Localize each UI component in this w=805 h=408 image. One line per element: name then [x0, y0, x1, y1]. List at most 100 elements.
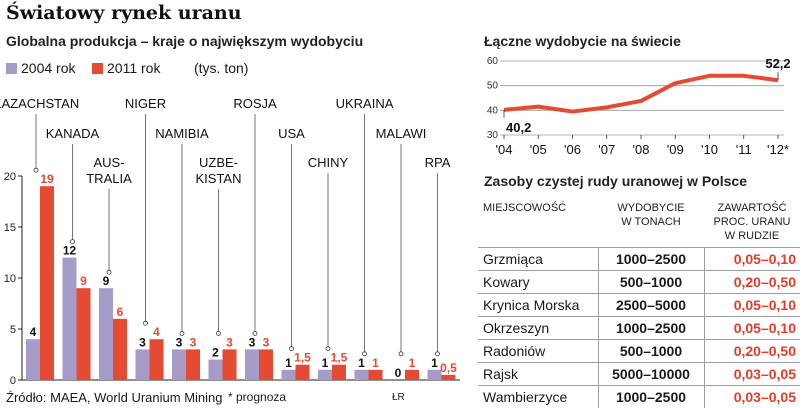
legend-item-2004: 2004 rok	[6, 60, 75, 76]
x-tick-label: '08	[633, 142, 650, 157]
x-tick-label: '07	[598, 142, 615, 157]
table-row: Wambierzyce 1000–2500 0,03–0,05	[478, 385, 800, 408]
value-label-2011: 6	[117, 305, 124, 319]
category-leader-dot	[252, 330, 258, 336]
bar-2004	[62, 257, 77, 380]
bar-2011	[222, 349, 237, 380]
category-label: ROSJA	[233, 96, 277, 111]
header-location: MIEJSCOWOŚĆ	[483, 202, 567, 214]
table-title: Zasoby czystej rudy uranowej w Polsce	[484, 173, 747, 189]
category-label: MALAWI	[376, 126, 427, 141]
category-leader-dot	[70, 239, 75, 245]
line-chart-title: Łączne wydobycie na świecie	[484, 33, 681, 49]
value-label-2004: 0	[395, 366, 402, 380]
x-tick-label: '04	[496, 142, 513, 157]
value-label-2011: 1	[409, 356, 416, 370]
legend-unit: (tys. ton)	[194, 60, 249, 76]
bar-2004	[26, 339, 40, 380]
x-tick-label: '06	[564, 142, 581, 157]
category-leader-dot	[325, 346, 331, 352]
location-cell: Kowary	[478, 270, 598, 294]
header-output: WYDOBYCIE W TONACH	[617, 202, 685, 228]
reserves-table: MIEJSCOWOŚĆ WYDOBYCIE W TONACH ZAWARTOŚĆ P…	[478, 197, 800, 408]
value-label-2004: 12	[63, 244, 77, 258]
table-row: Grzmiąca 1000–2500 0,05–0,10	[478, 247, 800, 271]
location-cell: Rajsk	[478, 362, 598, 386]
table-row: Krynica Morska 2500–5000 0,05–0,10	[478, 293, 800, 317]
value-label-2004: 3	[176, 335, 183, 349]
value-label-2011: 3	[263, 335, 270, 349]
category-label: UZBE-KISTAN	[196, 155, 242, 186]
legend-item-2011: 2011 rok	[92, 60, 160, 76]
bar-2011	[259, 349, 273, 380]
uranium-content-cell: 0,03–0,05	[704, 362, 800, 386]
location-cell: Krynica Morska	[478, 293, 598, 317]
y-tick-label: 50	[487, 81, 499, 92]
bar-2004	[135, 349, 150, 380]
table-row: Okrzeszyn 1000–2500 0,05–0,10	[478, 316, 800, 340]
uranium-content-cell: 0,05–0,10	[704, 247, 800, 271]
category-leader-dot	[179, 330, 185, 336]
location-cell: Wambierzyce	[478, 385, 598, 408]
bar-2011	[441, 374, 456, 380]
author-credit: ŁR	[392, 392, 405, 403]
production-line	[503, 73, 779, 114]
uranium-content-cell: 0,20–0,50	[704, 339, 800, 363]
value-label-2011: 1,5	[331, 351, 348, 365]
category-label: NAMIBIA	[155, 126, 209, 141]
value-label-2004: 1	[431, 356, 438, 370]
category-label: AUS-TRALIA	[86, 155, 132, 186]
uranium-content-cell: 0,05–0,10	[704, 293, 800, 317]
value-label-2011: 3	[190, 335, 197, 349]
bar-2004	[245, 349, 259, 380]
bar-2004	[208, 359, 223, 380]
line-chart: 30 40 50 60 '04 '05 '06 '07 '08 '09 '10 '11 '12* 40,2…	[487, 56, 791, 157]
location-cell: Grzmiąca	[478, 247, 598, 271]
uranium-content-cell: 0,05–0,10	[704, 316, 800, 340]
bar-2011	[332, 364, 346, 380]
bar-2011	[405, 369, 419, 380]
y-tick-label: 20	[4, 171, 16, 183]
output-cell: 500–1000	[597, 339, 705, 363]
table-row: Radoniów 500–1000 0,20–0,50	[478, 339, 800, 363]
category-label: KANADA	[46, 126, 100, 141]
bar-2011	[368, 369, 383, 380]
bar-2004	[354, 369, 369, 380]
category-label: NIGER	[125, 96, 166, 111]
category-leader-dot	[143, 320, 148, 326]
x-tick-label: '12*	[767, 142, 789, 157]
table-header-row: MIEJSCOWOŚĆ WYDOBYCIE W TONACH ZAWARTOŚĆ P…	[478, 197, 800, 248]
x-tick-label: '09	[667, 142, 684, 157]
bar-2004	[427, 369, 442, 380]
y-tick-label: 0	[10, 375, 16, 387]
bar-2011	[113, 318, 127, 380]
bar-2011	[186, 349, 200, 380]
point-label: 52,2	[765, 56, 790, 71]
output-cell: 1000–2500	[597, 316, 705, 340]
value-label-2011: 1,5	[294, 351, 311, 365]
x-tick-label: '05	[530, 142, 547, 157]
category-label: RPA	[425, 155, 451, 170]
output-cell: 1000–2500	[597, 247, 705, 271]
table-row: Rajsk 5000–10000 0,03–0,05	[478, 362, 800, 386]
category-label: CHINY	[308, 155, 349, 170]
value-label-2004: 1	[358, 356, 365, 370]
category-label: KAZACHSTAN	[0, 96, 79, 111]
value-label-2004: 2	[212, 346, 219, 360]
bar-2004	[99, 288, 113, 380]
bar-2011	[295, 364, 310, 380]
x-tick-label: '10	[701, 142, 718, 157]
y-tick-label: 10	[4, 273, 16, 285]
location-cell: Okrzeszyn	[478, 316, 598, 340]
legend-label-2004: 2004 rok	[21, 60, 76, 76]
value-label-2004: 1	[285, 356, 292, 370]
y-tick-label: 60	[487, 56, 499, 67]
uranium-content-cell: 0,03–0,05	[704, 385, 800, 408]
legend-swatch-2011	[92, 62, 103, 74]
category-leader-dot	[362, 351, 367, 357]
output-cell: 5000–10000	[597, 362, 705, 386]
source-note: Źródło: MAEA, World Uranium Mining	[6, 390, 223, 405]
value-label-2004: 3	[249, 335, 256, 349]
value-label-2004: 1	[322, 356, 329, 370]
bar-2011	[40, 186, 54, 380]
